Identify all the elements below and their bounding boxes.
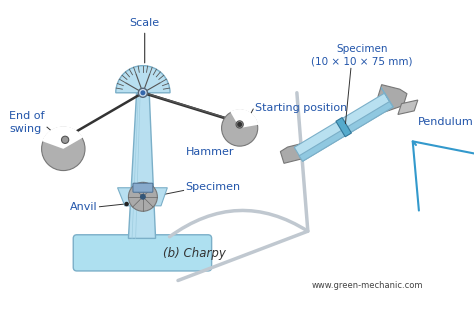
Wedge shape	[42, 126, 83, 149]
Text: (b) Charpy: (b) Charpy	[163, 247, 226, 260]
Circle shape	[238, 123, 241, 126]
Circle shape	[62, 136, 69, 143]
Circle shape	[42, 127, 85, 171]
Circle shape	[221, 110, 258, 146]
Wedge shape	[116, 66, 170, 93]
Circle shape	[236, 121, 243, 128]
Text: Starting position: Starting position	[255, 103, 347, 113]
Text: www.green-mechanic.com: www.green-mechanic.com	[312, 281, 423, 290]
Text: Hammer: Hammer	[185, 147, 234, 157]
FancyBboxPatch shape	[133, 183, 153, 192]
Text: Pendulum: Pendulum	[418, 117, 474, 127]
Wedge shape	[230, 109, 258, 128]
Polygon shape	[299, 101, 393, 161]
Polygon shape	[378, 85, 407, 112]
Polygon shape	[336, 117, 351, 137]
Polygon shape	[128, 93, 155, 238]
Polygon shape	[280, 143, 306, 163]
Circle shape	[141, 91, 145, 95]
Text: End of
swing: End of swing	[9, 111, 45, 134]
Text: Specimen: Specimen	[185, 182, 240, 192]
Text: Anvil: Anvil	[70, 202, 98, 212]
Circle shape	[124, 202, 129, 206]
Circle shape	[138, 88, 147, 97]
FancyBboxPatch shape	[73, 235, 211, 271]
Polygon shape	[294, 93, 393, 161]
Text: Scale: Scale	[129, 18, 160, 63]
Polygon shape	[381, 88, 393, 107]
Circle shape	[141, 195, 145, 199]
Polygon shape	[398, 100, 418, 115]
Circle shape	[128, 182, 157, 211]
Polygon shape	[118, 188, 167, 206]
Text: Specimen
(10 × 10 × 75 mm): Specimen (10 × 10 × 75 mm)	[311, 44, 412, 66]
